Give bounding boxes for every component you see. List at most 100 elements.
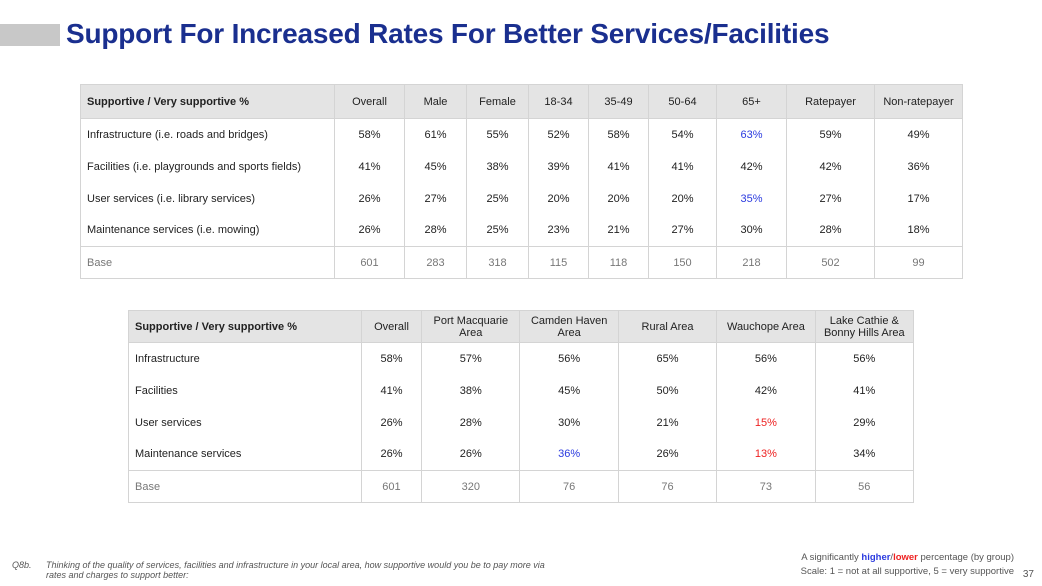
table-cell: 59%	[786, 118, 875, 151]
table-row: Maintenance services (i.e. mowing) 26% 2…	[80, 214, 963, 247]
column-header: 50-64	[648, 84, 717, 119]
table-cell: 58%	[361, 342, 423, 375]
table-cell: 39%	[528, 150, 589, 183]
table-cell-significantly-higher: 35%	[716, 182, 787, 215]
table-cell: 56%	[716, 342, 816, 375]
table-cell: 57%	[421, 342, 521, 375]
table-header-row: Supportive / Very supportive % Overall M…	[80, 84, 963, 119]
base-cell: 150	[648, 246, 717, 279]
base-label: Base	[80, 246, 335, 279]
table-cell: 21%	[588, 214, 649, 247]
base-cell: 318	[466, 246, 529, 279]
table-cell: 27%	[648, 214, 717, 247]
table-cell: 26%	[334, 182, 405, 215]
base-cell: 115	[528, 246, 589, 279]
page-number: 37	[1022, 569, 1034, 580]
table-cell: 50%	[618, 374, 718, 407]
area-table: Supportive / Very supportive % Overall P…	[128, 310, 914, 503]
table-cell: 25%	[466, 214, 529, 247]
column-header: 35-49	[588, 84, 649, 119]
base-cell: 320	[421, 470, 521, 503]
base-cell: 99	[874, 246, 963, 279]
table-cell: 20%	[588, 182, 649, 215]
row-label: Infrastructure	[128, 342, 362, 375]
legend-suffix: percentage (by group)	[917, 552, 1015, 563]
column-header: 65+	[716, 84, 787, 119]
row-label: Facilities (i.e. playgrounds and sports …	[80, 150, 335, 183]
table-cell-significantly-higher: 63%	[716, 118, 787, 151]
table-cell: 27%	[404, 182, 467, 215]
legend-prefix: A significantly	[801, 552, 862, 563]
column-header: Non-ratepayer	[874, 84, 963, 119]
table-cell: 56%	[853, 352, 876, 365]
column-header: Supportive / Very supportive %	[80, 84, 335, 119]
table-cell: 41%	[361, 374, 423, 407]
table-row: Maintenance services 26% 26% 36% 26% 13%…	[128, 438, 914, 471]
base-cell: 502	[786, 246, 875, 279]
legend-lower: lower	[893, 552, 918, 563]
question-label: Q8b.	[12, 560, 32, 570]
column-header: Rural Area	[618, 310, 718, 343]
table-row: Facilities (i.e. playgrounds and sports …	[80, 150, 963, 183]
table-row: User services (i.e. library services) 26…	[80, 182, 963, 215]
legend-higher: higher	[861, 552, 891, 563]
table-cell: 30%	[519, 406, 619, 439]
legend-separator: /	[890, 552, 894, 563]
scale-note: Scale: 1 = not at all supportive, 5 = ve…	[800, 566, 1014, 577]
table-cell: 20%	[648, 182, 717, 215]
table-cell: 45%	[519, 374, 619, 407]
table-cell: 26%	[334, 214, 405, 247]
table-cell: 41%	[334, 150, 405, 183]
base-cell: 76	[519, 470, 619, 503]
significance-legend: A significantly higher/lower percentage …	[801, 551, 1014, 579]
table-cell: 52%	[528, 118, 589, 151]
table-cell: 30%	[716, 214, 787, 247]
table-cell: 55%	[466, 118, 529, 151]
title-accent-bar	[0, 24, 60, 46]
table-cell: 28%	[786, 214, 875, 247]
table-cell: 56%	[519, 342, 619, 375]
table-cell: 27%	[786, 182, 875, 215]
table-cell: 38%	[421, 374, 521, 407]
table-cell: 26%	[618, 438, 718, 471]
base-cell: 283	[404, 246, 467, 279]
base-label: Base	[128, 470, 362, 503]
table-cell: 26%	[361, 406, 423, 439]
column-header: Supportive / Very supportive %	[128, 310, 362, 343]
table-cell: 58%	[588, 118, 649, 151]
table-cell-significantly-higher: 36%	[519, 438, 619, 471]
base-row: Base 601 320 76 76 73 56	[128, 470, 914, 503]
table-cell: 17%	[907, 192, 930, 205]
table-cell: 36%	[907, 160, 930, 173]
column-header: Male	[404, 84, 467, 119]
table-cell: 65%	[618, 342, 718, 375]
table-cell: 18%	[907, 224, 930, 237]
column-header: Female	[466, 84, 529, 119]
table-cell: 20%	[528, 182, 589, 215]
column-header: Overall	[334, 84, 405, 119]
demographics-table: Supportive / Very supportive % Overall M…	[80, 84, 963, 279]
page-title: Support For Increased Rates For Better S…	[66, 18, 830, 49]
table-cell: 54%	[648, 118, 717, 151]
table-cell: 25%	[466, 182, 529, 215]
table-cell: 61%	[404, 118, 467, 151]
table-header-row: Supportive / Very supportive % Overall P…	[128, 310, 914, 343]
row-label: Facilities	[128, 374, 362, 407]
table-row: User services 26% 28% 30% 21% 15% 29%	[128, 406, 914, 439]
table-cell: 28%	[421, 406, 521, 439]
column-header: Lake Cathie & Bonny Hills Area	[815, 310, 914, 343]
base-cell: 118	[588, 246, 649, 279]
base-cell: 218	[716, 246, 787, 279]
table-cell: 49%	[907, 128, 930, 141]
table-cell: 42%	[716, 374, 816, 407]
row-label: User services	[128, 406, 362, 439]
table-cell: 42%	[716, 150, 787, 183]
base-row: Base 601 283 318 115 118 150 218 502 99	[80, 246, 963, 279]
table-cell-significantly-lower: 15%	[716, 406, 816, 439]
table-cell: 45%	[404, 150, 467, 183]
legend-line: A significantly higher/lower percentage …	[801, 551, 1014, 565]
table-cell: 28%	[404, 214, 467, 247]
table-cell: 58%	[334, 118, 405, 151]
table-cell: 26%	[361, 438, 423, 471]
table-row: Facilities 41% 38% 45% 50% 42% 41%	[128, 374, 914, 407]
